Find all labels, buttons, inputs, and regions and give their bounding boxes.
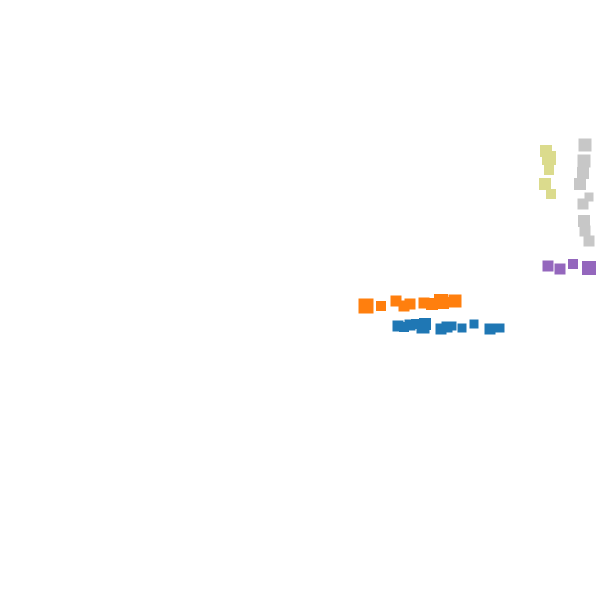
scatter-point	[542, 260, 554, 272]
scatter-point	[418, 297, 430, 309]
scatter-point	[578, 215, 590, 227]
scatter-point	[358, 298, 374, 314]
series-1	[358, 294, 462, 314]
scatter-point	[441, 321, 453, 333]
scatter-point	[577, 154, 591, 168]
scatter-point	[376, 301, 386, 311]
scatter-point	[437, 297, 449, 309]
scatter-point	[404, 298, 416, 310]
scatter-point	[484, 323, 496, 335]
scatter-point	[554, 263, 566, 275]
scatter-point	[574, 178, 586, 190]
scatter-point	[390, 295, 402, 307]
scatter-point	[546, 189, 556, 199]
scatter-point	[392, 320, 404, 332]
series-4	[574, 138, 595, 247]
scatter-point	[568, 259, 578, 269]
scatter-point	[448, 294, 462, 308]
scatter-point	[495, 323, 505, 333]
series-2	[542, 259, 596, 275]
scatter-point	[404, 319, 416, 331]
series-3	[539, 145, 556, 199]
scatter-marks	[358, 138, 596, 335]
scatter-point	[399, 322, 409, 332]
scatter-point	[579, 225, 591, 237]
scatter-point	[469, 319, 479, 329]
scatter-point	[447, 321, 457, 331]
scatter-point	[398, 300, 410, 312]
scatter-point	[544, 165, 554, 175]
scatter-point	[457, 323, 467, 333]
scatter-point	[411, 319, 421, 329]
scatter-point	[542, 151, 556, 165]
scatter-point	[419, 318, 431, 330]
scatter-point	[582, 261, 596, 275]
scatter-point	[435, 323, 447, 335]
scatter-point	[584, 192, 594, 202]
scatter-point	[577, 167, 589, 179]
series-0	[392, 318, 505, 335]
scatter-point	[583, 235, 595, 247]
scatter-point	[578, 138, 592, 152]
scatter-point	[577, 198, 589, 210]
scatter-point	[539, 178, 551, 190]
